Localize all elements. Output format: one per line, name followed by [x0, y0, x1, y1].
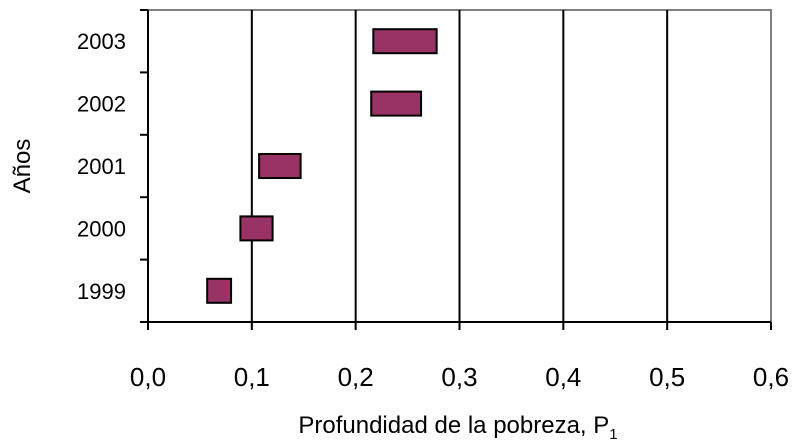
range-bar-2002	[370, 90, 423, 117]
range-bar-1999	[206, 277, 233, 304]
y-axis-label: Años	[9, 139, 36, 194]
x-tick-label: 0,1	[234, 362, 270, 392]
y-tick-label: 1999	[77, 279, 126, 304]
axes	[140, 9, 772, 330]
y-tick-label: 2003	[77, 29, 126, 54]
x-tick-labels: 0,0 0,1 0,2 0,3 0,4 0,5 0,6	[130, 362, 789, 392]
range-bar-2000	[239, 215, 274, 242]
range-bar-2001	[258, 153, 302, 179]
x-tick-label: 0,0	[130, 362, 166, 392]
gridlines	[250, 10, 669, 322]
x-tick-label: 0,4	[545, 362, 581, 392]
range-bars	[206, 28, 438, 304]
range-bar-2003	[372, 28, 438, 55]
x-axis-label: Profundidad de la pobreza, P1	[298, 412, 617, 442]
y-tick-labels: 1999 2000 2001 2002 2003	[77, 29, 126, 304]
x-tick-label: 0,2	[338, 362, 374, 392]
x-tick-label: 0,5	[649, 362, 685, 392]
y-tick-label: 2001	[77, 154, 126, 179]
y-tick-label: 2000	[77, 216, 126, 241]
x-axis-label-subscript: 1	[609, 426, 617, 442]
x-tick-label: 0,6	[753, 362, 789, 392]
y-tick-label: 2002	[77, 92, 126, 117]
x-tick-label: 0,3	[441, 362, 477, 392]
